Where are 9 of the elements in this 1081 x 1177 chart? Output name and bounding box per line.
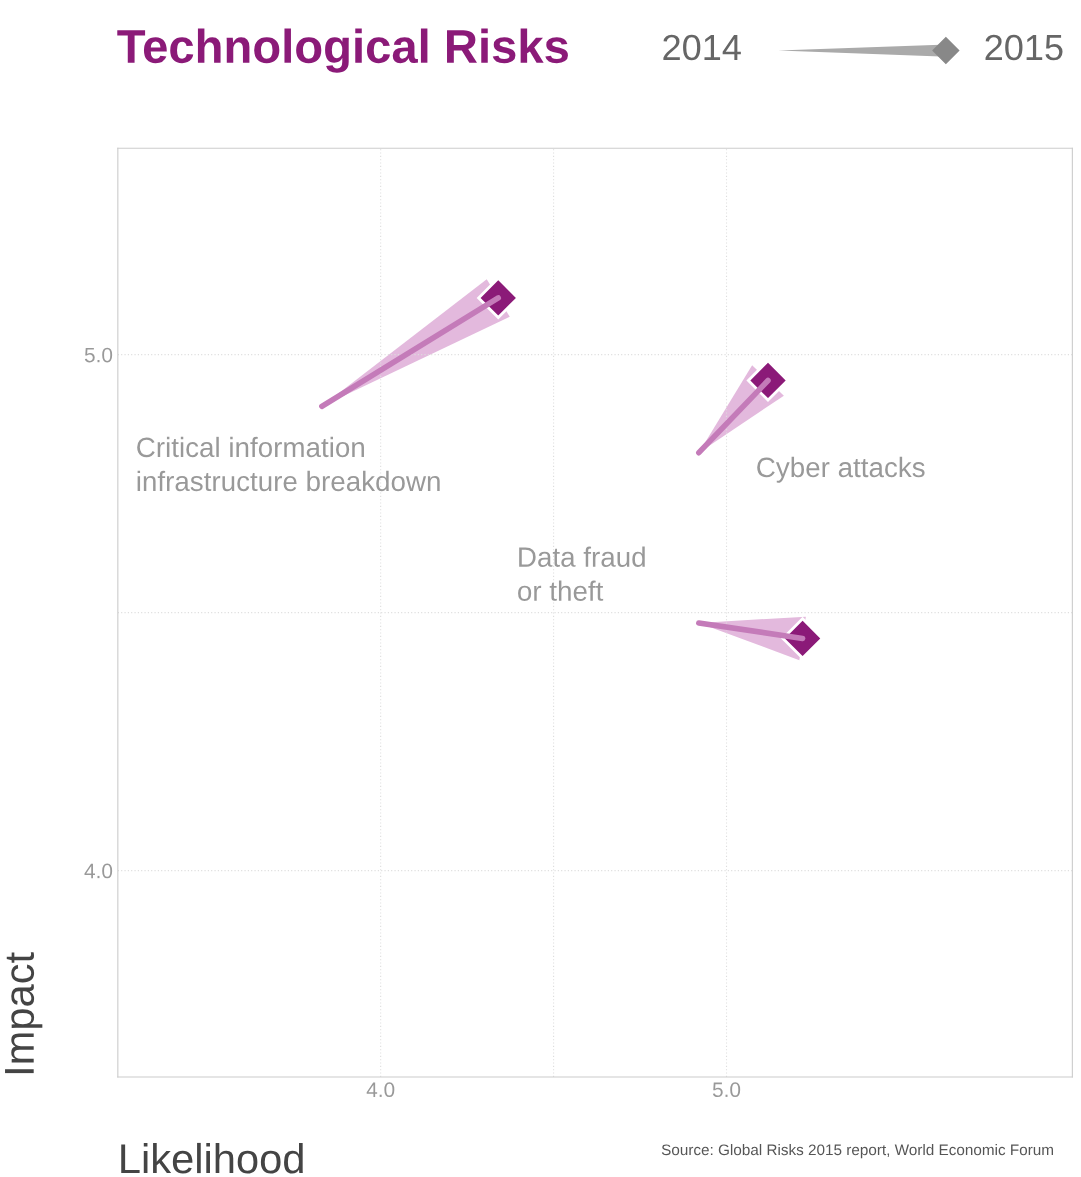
text: 2014 <box>663 34 741 61</box>
text: 2015 <box>985 34 1063 61</box>
chart-title: Technological Risks <box>117 28 568 73</box>
annotation: Data fraud or theft <box>518 546 645 601</box>
y-axis-title: Impact <box>5 952 43 1074</box>
x-axis-title: Likelihood <box>121 1142 303 1174</box>
annotation: Critical information infrastructure breakdown <box>137 436 440 492</box>
annotation: Cyber attacks <box>757 456 925 483</box>
source-note: Source: Global Risks 2015 report, World Economic Forum <box>661 1143 1053 1159</box>
